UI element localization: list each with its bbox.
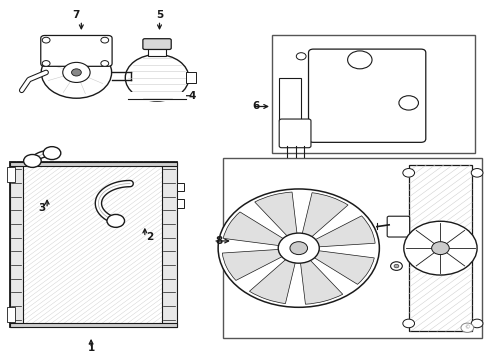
Bar [176, 199, 184, 208]
Bar [10, 162, 176, 327]
Circle shape [347, 51, 372, 69]
Circle shape [107, 215, 124, 227]
Circle shape [432, 242, 449, 255]
Circle shape [63, 62, 90, 82]
Bar [6, 307, 15, 321]
Circle shape [42, 37, 50, 43]
Bar [10, 162, 23, 327]
Bar [186, 72, 196, 83]
Text: 2: 2 [146, 232, 153, 242]
Circle shape [42, 60, 50, 66]
Circle shape [43, 147, 61, 159]
Bar [148, 47, 166, 56]
Circle shape [218, 189, 379, 307]
Circle shape [403, 319, 415, 328]
Bar [10, 162, 176, 166]
FancyBboxPatch shape [279, 119, 311, 148]
Text: 6: 6 [252, 102, 260, 112]
Bar [176, 183, 184, 191]
Bar [279, 78, 301, 121]
Circle shape [471, 168, 483, 177]
FancyBboxPatch shape [143, 39, 171, 49]
Circle shape [101, 60, 109, 66]
Text: 3: 3 [39, 203, 46, 213]
Wedge shape [314, 216, 375, 247]
Circle shape [24, 154, 41, 167]
Bar [128, 92, 186, 101]
Bar [10, 323, 176, 327]
Circle shape [290, 242, 308, 255]
Circle shape [296, 53, 306, 60]
Bar [409, 165, 472, 331]
Wedge shape [249, 258, 295, 303]
Text: 4: 4 [189, 91, 196, 101]
Wedge shape [313, 251, 374, 284]
Wedge shape [255, 192, 297, 237]
Bar [6, 167, 15, 182]
Circle shape [41, 46, 112, 98]
Circle shape [72, 69, 81, 76]
Text: 5: 5 [156, 10, 163, 21]
Bar [10, 162, 176, 327]
Text: 1: 1 [87, 343, 95, 353]
Circle shape [394, 264, 399, 268]
Circle shape [391, 262, 402, 270]
Bar [272, 35, 475, 153]
Text: ©: © [465, 325, 470, 330]
Circle shape [278, 233, 319, 263]
Text: 7: 7 [73, 10, 80, 21]
FancyBboxPatch shape [387, 216, 410, 237]
Bar [162, 162, 176, 327]
Wedge shape [302, 193, 348, 238]
Bar [223, 158, 482, 338]
Circle shape [399, 96, 418, 110]
Text: 8: 8 [216, 236, 223, 246]
Wedge shape [223, 212, 285, 246]
Circle shape [101, 37, 109, 43]
Circle shape [471, 319, 483, 328]
Wedge shape [222, 249, 284, 280]
Wedge shape [300, 259, 343, 304]
Circle shape [461, 323, 474, 332]
Circle shape [404, 221, 477, 275]
Circle shape [125, 54, 189, 101]
Circle shape [403, 168, 415, 177]
FancyBboxPatch shape [309, 49, 426, 142]
FancyBboxPatch shape [41, 36, 112, 66]
